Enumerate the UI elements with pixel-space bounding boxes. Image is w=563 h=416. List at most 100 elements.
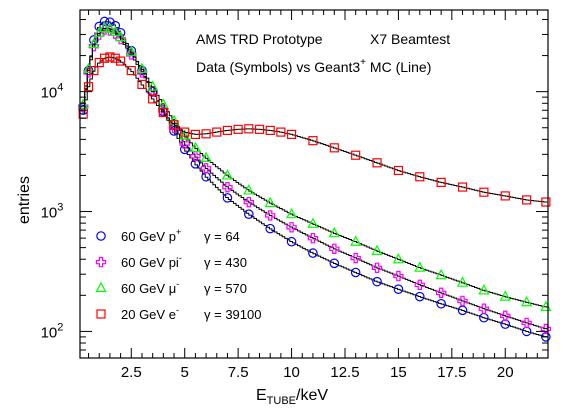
- series-mu-point: [307, 217, 319, 228]
- series-p-point: [414, 291, 425, 302]
- series-e-point: [254, 124, 265, 134]
- annotation-line1-left: AMS TRD Prototype: [196, 31, 323, 47]
- y-tick-label-base: 10: [41, 324, 58, 341]
- annotation-line2-main: Data (Symbols) vs Geant3: [196, 59, 360, 75]
- legend-item-mu: 60 GeV μ- γ = 570: [95, 279, 247, 296]
- legend-label-p: 60 GeV p+: [121, 227, 181, 244]
- legend-charge: +: [176, 227, 181, 237]
- y-tick-label: 104: [41, 82, 64, 102]
- series-pi-point: [371, 262, 383, 273]
- y-tick-label-exp: 2: [57, 321, 63, 333]
- y-tick-label-exp: 4: [57, 82, 63, 94]
- legend-charge: -: [176, 279, 179, 289]
- series-pi-point: [179, 138, 190, 149]
- series-e-point: [83, 82, 94, 92]
- series-p-point: [89, 35, 99, 45]
- y-tick-label: 103: [41, 202, 64, 222]
- series-pi-point: [264, 210, 276, 221]
- x-axis-title-sub: TUBE: [267, 395, 296, 407]
- annotation-line1-right: X7 Beamtest: [370, 31, 450, 47]
- series-e-point: [308, 136, 318, 146]
- series-p-point: [329, 258, 340, 269]
- legend-gamma-p: γ = 64: [204, 229, 240, 244]
- series-mu-point: [243, 184, 255, 195]
- series-e-point: [436, 177, 446, 188]
- x-tick-label: 15: [390, 364, 407, 381]
- series-mu-point: [328, 226, 340, 238]
- series-e-point: [415, 172, 425, 182]
- series-pi-point: [243, 196, 255, 208]
- series-e-point: [137, 79, 147, 89]
- plot-frame: [79, 9, 549, 359]
- legend-marker-e: [96, 309, 106, 319]
- y-axis-title: entries: [16, 176, 33, 224]
- series-e-point: [244, 124, 254, 134]
- y-tick-label: 102: [41, 321, 64, 341]
- series-p-point: [393, 284, 404, 294]
- x-axis-title-tail: /keV: [296, 387, 328, 404]
- series-e-point: [276, 127, 286, 137]
- x-tick-label: 17.5: [437, 364, 466, 381]
- annotation-line2: Data (Symbols) vs Geant3+ MC (Line): [196, 57, 431, 75]
- series-e-point: [105, 52, 115, 62]
- series-e-point: [372, 158, 382, 168]
- annotation-line2-sup: +: [360, 57, 366, 68]
- series-mu-point: [82, 62, 95, 73]
- series-p-point: [541, 332, 551, 342]
- x-axis-title: ETUBE/keV: [256, 387, 328, 407]
- legend-name: 60 GeV μ: [121, 281, 176, 296]
- series-mu-point: [350, 235, 362, 246]
- series-mu-point: [109, 25, 121, 37]
- series-pi-point: [200, 163, 212, 174]
- legend-gamma-mu: γ = 570: [204, 281, 247, 296]
- legend-name: 60 GeV pi: [121, 255, 179, 270]
- series-mu-point: [435, 268, 447, 280]
- series-e-point: [265, 125, 275, 136]
- series-mu-point: [371, 244, 383, 255]
- series-pi-point: [414, 279, 425, 291]
- legend-name: 20 GeV e: [121, 307, 176, 322]
- legend-marker-mu: [95, 281, 107, 293]
- x-tick-label: 2.5: [121, 364, 142, 381]
- series-p-point: [436, 298, 446, 309]
- series-p-point: [222, 193, 233, 203]
- series-pi-point: [190, 151, 201, 162]
- legend-gamma-pi: γ = 430: [204, 255, 247, 270]
- series-mu-point: [264, 196, 276, 208]
- legend-charge: -: [179, 253, 182, 263]
- legend-item-p: 60 GeV p+ γ = 64: [96, 227, 240, 244]
- series-e-point: [479, 187, 489, 197]
- series-pi-point: [478, 303, 490, 314]
- series-p-point: [350, 267, 361, 278]
- series-e-point: [233, 124, 243, 134]
- series-pi-point: [500, 310, 511, 322]
- x-tick-label: 12.5: [330, 364, 359, 381]
- x-axis-title-main: E: [256, 387, 267, 404]
- plot-background: [80, 10, 548, 358]
- series-e-point: [286, 129, 297, 140]
- series-p-point: [265, 223, 275, 234]
- legend-name: 60 GeV p: [121, 229, 176, 244]
- legend-label-pi: 60 GeV pi-: [121, 253, 182, 270]
- series-mu-point: [521, 296, 533, 307]
- legend-item-pi: 60 GeV pi-γ = 430: [95, 253, 247, 270]
- plot-area: [80, 10, 548, 358]
- series-pi-point: [457, 295, 468, 307]
- series-e-point: [201, 129, 211, 139]
- series-e-point: [180, 127, 190, 137]
- series-mu-point: [136, 62, 148, 73]
- x-tick-label: 20: [497, 364, 514, 381]
- series-pi-point: [393, 270, 404, 282]
- series-e-point: [393, 165, 404, 176]
- series-e-point: [99, 53, 110, 63]
- legend-marker-p: [96, 231, 106, 241]
- series-mu-point: [125, 45, 137, 56]
- series-mu-point: [456, 276, 469, 287]
- series-e: [78, 52, 551, 207]
- series-e-point: [89, 65, 99, 76]
- annotation: AMS TRD Prototype X7 Beamtest Data (Symb…: [196, 31, 450, 75]
- series-mu-point: [88, 37, 100, 49]
- series-pi-point: [350, 252, 361, 264]
